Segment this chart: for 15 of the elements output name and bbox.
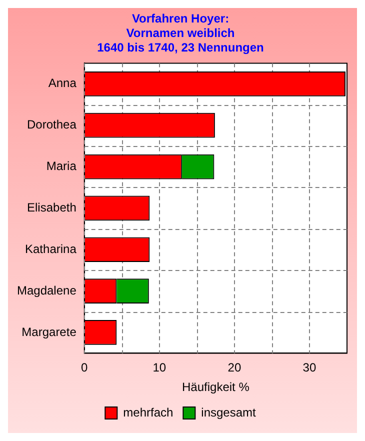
chart-title: Vorfahren Hoyer: Vornamen weiblich 1640 bis 1740, 23 Nennungen (97, 12, 264, 54)
x-tick-label: 20 (228, 360, 242, 375)
legend-label: mehrfach (123, 405, 174, 420)
y-tick-label: Dorothea (27, 118, 77, 132)
y-tick-label: Magdalene (16, 283, 77, 298)
y-tick-label: Katharina (25, 242, 77, 256)
y-tick-label: Anna (48, 76, 77, 90)
y-tick-label: Margarete (22, 324, 77, 339)
x-tick-label: 10 (152, 360, 166, 375)
y-tick-label: Elisabeth (27, 200, 76, 215)
y-tick-label: Maria (46, 159, 77, 174)
x-tick-label: 0 (81, 360, 88, 375)
legend-label: insgesamt (201, 405, 257, 420)
x-axis-title: Häufigkeit % (182, 380, 250, 394)
x-tick-label: 30 (302, 360, 316, 375)
